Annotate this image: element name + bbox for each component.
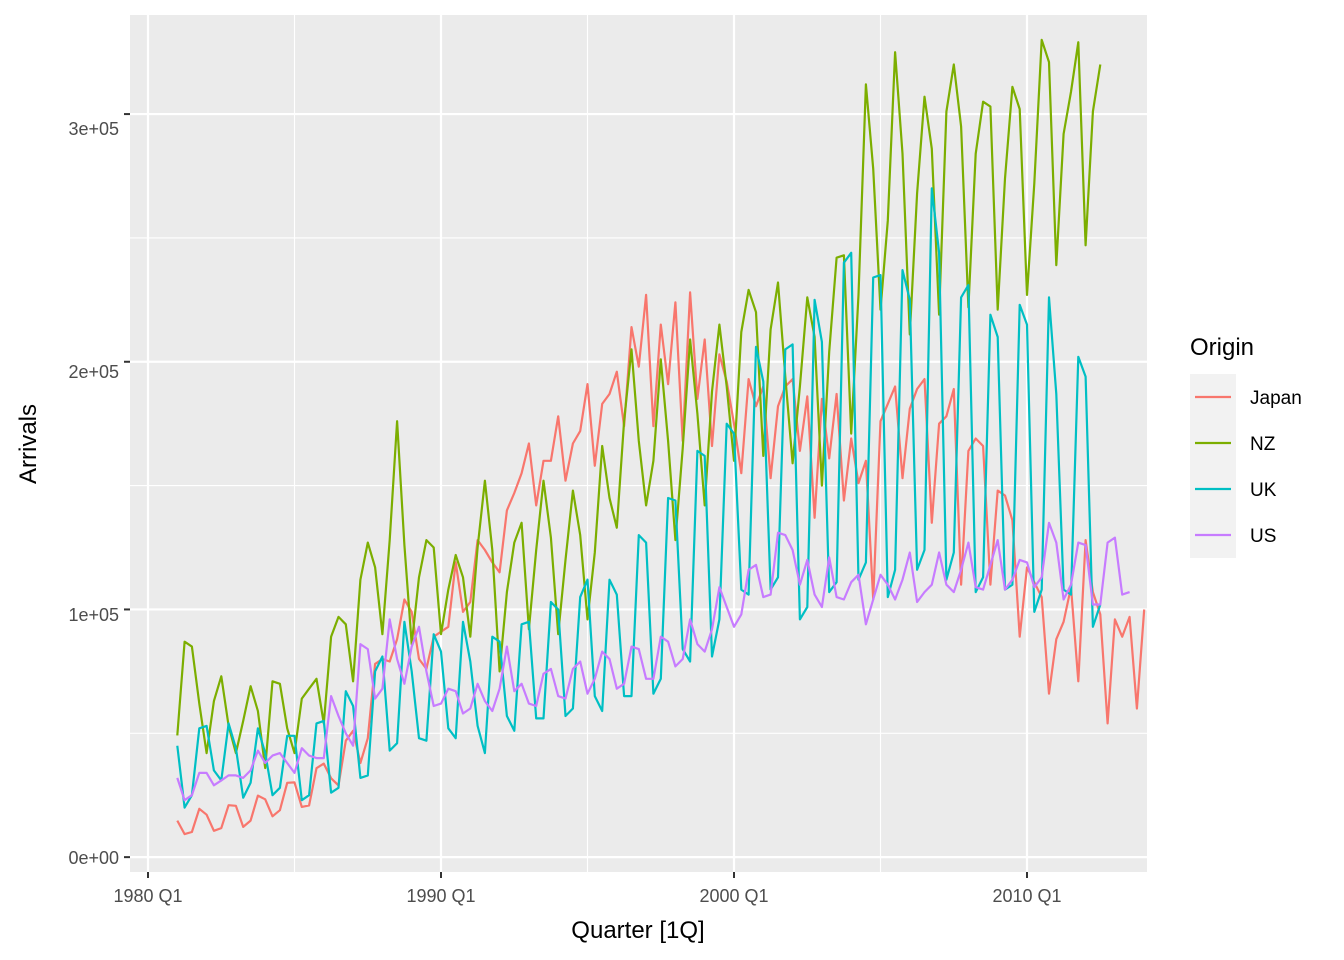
y-tick-label-0: 0e+00 (68, 848, 119, 868)
y-tick-label-1: 1e+05 (68, 605, 119, 625)
legend-label-us: US (1250, 526, 1276, 547)
legend-key-us (1190, 512, 1236, 558)
legend-key-japan (1190, 374, 1236, 420)
y-axis-title: Arrivals (15, 404, 42, 484)
y-tick-label-3: 3e+05 (68, 119, 119, 139)
x-tick-label-1: 1990 Q1 (406, 886, 475, 906)
major-gridlines (130, 15, 1147, 872)
series-lines (176, 38, 1146, 836)
series-line-uk (176, 187, 1102, 809)
axis-ticks (124, 113, 1028, 878)
legend-label-nz: NZ (1250, 434, 1276, 455)
series-line-us (176, 521, 1130, 802)
legend-label-japan: Japan (1250, 388, 1302, 409)
legend-label-uk: UK (1250, 480, 1277, 501)
x-axis-title: Quarter [1Q] (571, 917, 704, 944)
series-line-nz (176, 38, 1102, 770)
x-tick-label-0: 1980 Q1 (113, 886, 182, 906)
x-tick-label-3: 2010 Q1 (992, 886, 1061, 906)
legend-key-uk (1190, 466, 1236, 512)
legend-key-nz (1190, 420, 1236, 466)
y-tick-label-2: 2e+05 (68, 362, 119, 382)
legend: Origin Japan NZ UK US (1190, 334, 1302, 558)
legend-title: Origin (1190, 334, 1254, 361)
x-tick-label-2: 2000 Q1 (699, 886, 768, 906)
